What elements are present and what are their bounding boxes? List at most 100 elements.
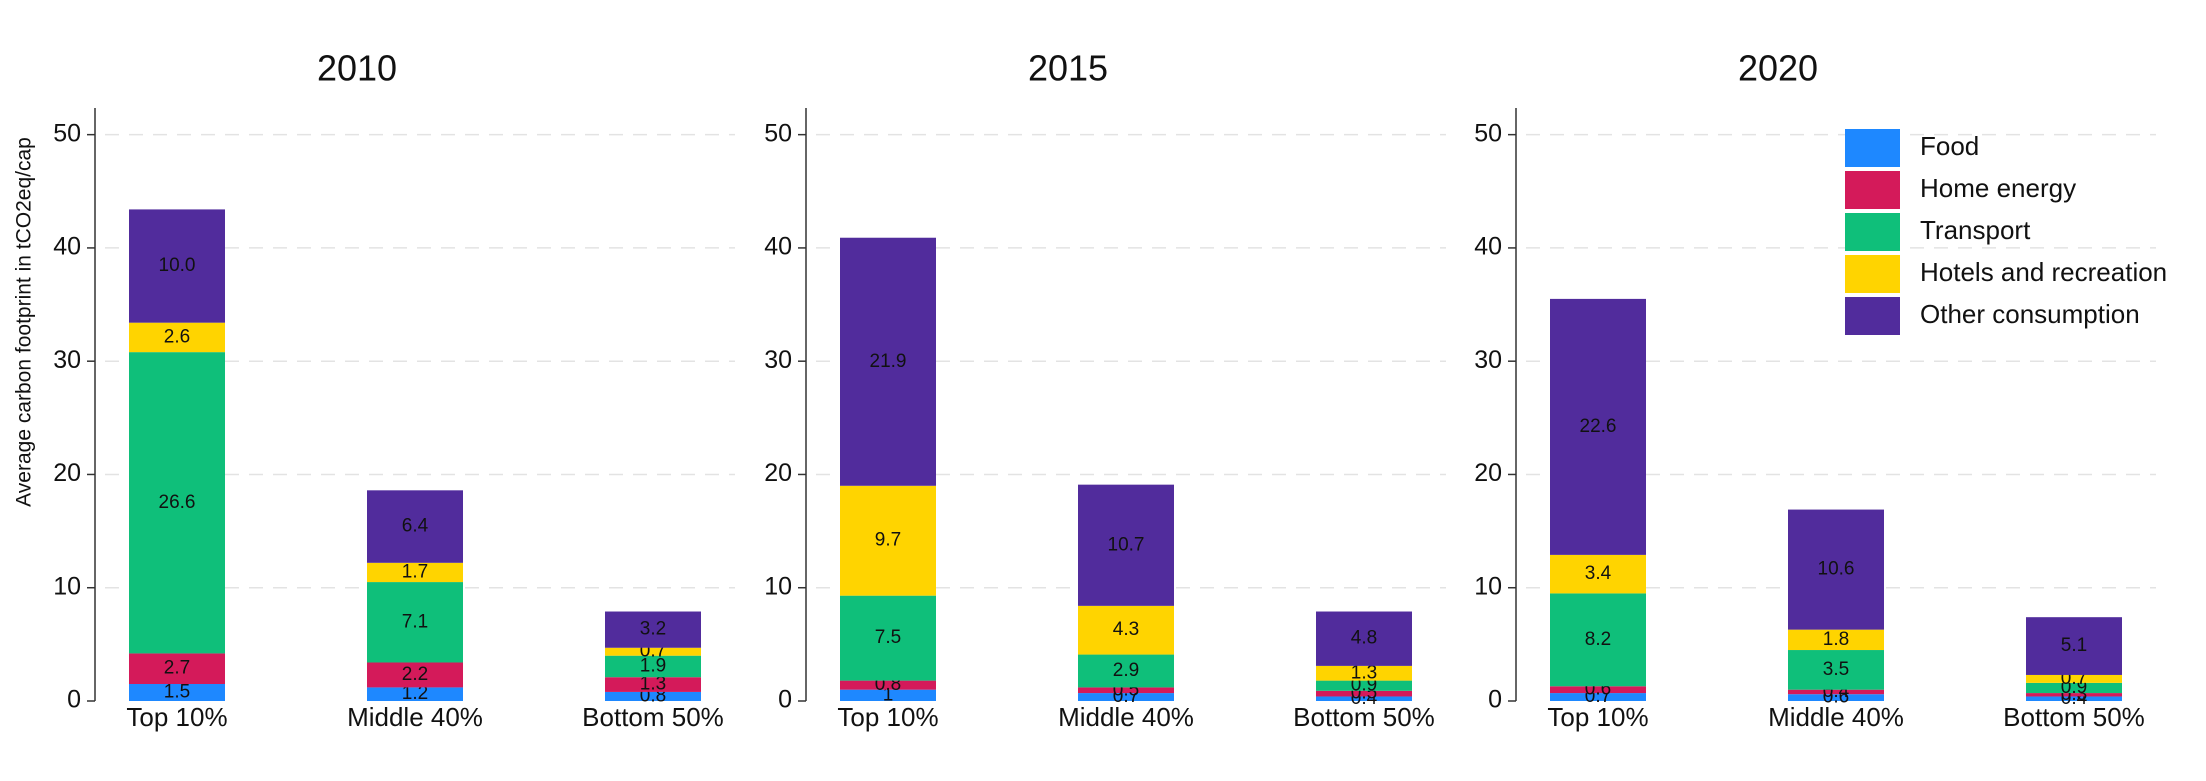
x-tick-label: Bottom 50% — [582, 702, 724, 732]
data-label: 7.5 — [875, 627, 901, 648]
bar-segment — [129, 352, 225, 654]
chart-title: 2015 — [1028, 48, 1108, 89]
y-tick-label: 40 — [764, 233, 792, 261]
y-axis-label: Average carbon footprint in tCO2eq/cap — [13, 137, 36, 507]
legend-swatch — [1845, 213, 1900, 251]
bar-segment — [367, 562, 463, 583]
x-tick-label: Middle 40% — [1768, 702, 1904, 732]
bar-segment — [2026, 617, 2122, 675]
y-tick-label: 10 — [764, 572, 792, 600]
bar-segment — [367, 582, 463, 663]
y-tick-label: 0 — [1488, 686, 1502, 714]
data-label: 2.6 — [164, 326, 190, 347]
bar-segment — [129, 653, 225, 685]
data-label: 26.6 — [159, 492, 196, 513]
bar-segment — [1788, 629, 1884, 651]
data-label: 2.2 — [402, 664, 428, 685]
data-label: 5.1 — [2061, 635, 2087, 656]
bar-segment — [367, 687, 463, 701]
bar-segment — [1550, 298, 1646, 555]
bar-segment — [367, 662, 463, 688]
data-label: 3.4 — [1585, 563, 1612, 584]
y-tick-label: 30 — [764, 346, 792, 374]
bar-segment — [367, 490, 463, 563]
legend-label: Home energy — [1920, 173, 2076, 203]
bar-segment — [840, 237, 936, 486]
bar-segment — [1550, 693, 1646, 701]
data-label: 3.2 — [640, 619, 666, 640]
data-label: 4.3 — [1113, 619, 1139, 640]
bar-segment — [840, 680, 936, 690]
bar-segment — [1788, 509, 1884, 630]
bar-segment — [840, 595, 936, 681]
bar-segment — [1550, 686, 1646, 694]
bar-segment — [605, 691, 701, 701]
bar-segment — [2026, 682, 2122, 694]
data-label: 1.3 — [640, 674, 666, 695]
bar-segment — [1788, 694, 1884, 701]
bar-segment — [605, 611, 701, 648]
bar-segment — [605, 677, 701, 692]
bar-segment — [1788, 650, 1884, 690]
legend-swatch — [1845, 171, 1900, 209]
y-tick-label: 30 — [1474, 346, 1502, 374]
y-tick-label: 0 — [778, 686, 792, 714]
data-label: 3.5 — [1823, 659, 1849, 680]
data-label: 1 — [883, 684, 894, 705]
x-tick-label: Middle 40% — [1058, 702, 1194, 732]
x-tick-label: Top 10% — [837, 702, 938, 732]
bar-segment — [1078, 654, 1174, 688]
bar-segment — [1788, 689, 1884, 695]
y-tick-label: 50 — [764, 119, 792, 147]
legend-swatch — [1845, 255, 1900, 293]
legend-label: Other consumption — [1920, 299, 2140, 329]
bar-segment — [1078, 693, 1174, 701]
y-tick-label: 40 — [1474, 233, 1502, 261]
y-tick-label: 0 — [67, 686, 81, 714]
data-label: 10.7 — [1108, 534, 1145, 555]
legend-swatch — [1845, 129, 1900, 167]
legend-swatch — [1845, 297, 1900, 335]
bar-segment — [1078, 484, 1174, 606]
x-tick-label: Top 10% — [126, 702, 227, 732]
bar-segment — [1316, 696, 1412, 701]
bar-segment — [840, 485, 936, 596]
bar-segment — [605, 655, 701, 678]
bar-segment — [1316, 665, 1412, 681]
data-label: 1.5 — [164, 682, 190, 703]
bar-segment — [1316, 611, 1412, 666]
bar-segment — [1078, 605, 1174, 655]
data-label: 1.3 — [1351, 662, 1377, 683]
data-label: 10.0 — [159, 255, 196, 276]
bar-segment — [1316, 690, 1412, 697]
bar-segment — [129, 684, 225, 701]
legend-label: Hotels and recreation — [1920, 257, 2167, 287]
bar-segment — [605, 647, 701, 656]
y-tick-label: 10 — [53, 572, 81, 600]
y-tick-label: 40 — [53, 233, 81, 261]
data-label: 2.9 — [1113, 660, 1139, 681]
data-label: 6.4 — [402, 516, 429, 537]
bar-segment — [840, 689, 936, 701]
y-tick-label: 20 — [1474, 459, 1502, 487]
data-label: 1.9 — [640, 655, 666, 676]
data-label: 4.8 — [1351, 628, 1377, 649]
data-label: 9.7 — [875, 530, 901, 551]
data-label: 22.6 — [1580, 416, 1617, 437]
bar-segment — [129, 322, 225, 353]
data-label: 8.2 — [1585, 629, 1611, 650]
y-tick-label: 30 — [53, 346, 81, 374]
data-label: 1.8 — [1823, 629, 1849, 650]
chart-title: 2020 — [1738, 48, 1818, 89]
data-label: 2.7 — [164, 658, 190, 679]
data-label: 10.6 — [1818, 559, 1855, 580]
bar-segment — [2026, 674, 2122, 683]
bar-segment — [129, 209, 225, 323]
data-label: 1.2 — [402, 683, 428, 704]
y-tick-label: 50 — [1474, 119, 1502, 147]
data-label: 1.7 — [402, 561, 428, 582]
bar-segment — [1316, 680, 1412, 691]
bar-segment — [2026, 693, 2122, 697]
data-label: 21.9 — [870, 351, 907, 372]
